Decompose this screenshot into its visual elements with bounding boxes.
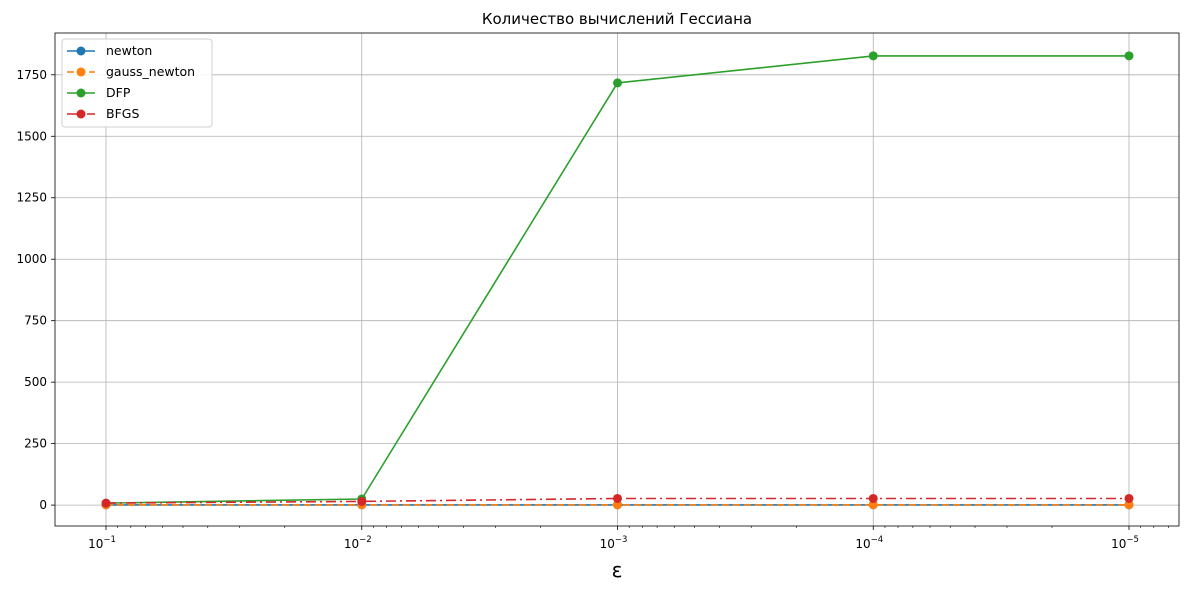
y-tick-label: 1250	[16, 191, 47, 205]
x-axis-label: ε	[612, 558, 623, 582]
data-point	[868, 51, 878, 61]
legend-label: DFP	[106, 85, 131, 100]
y-tick-label: 750	[24, 314, 47, 328]
legend-box	[61, 38, 213, 128]
y-tick-label: 1500	[16, 129, 47, 143]
y-tick-label: 1000	[16, 252, 47, 266]
plot-area-frame	[54, 32, 1180, 527]
data-point	[1124, 500, 1134, 510]
data-point	[1124, 51, 1134, 61]
legend-swatch-marker	[76, 88, 86, 98]
data-point	[357, 496, 367, 506]
legend-swatch-marker	[76, 109, 86, 119]
x-tick-label: 10−1	[88, 535, 116, 551]
series-lines	[101, 51, 1134, 510]
x-tick-label: 10−4	[855, 535, 883, 551]
x-tick-label: 10−5	[1111, 535, 1139, 551]
legend-label: BFGS	[106, 106, 139, 121]
data-point	[101, 498, 111, 508]
data-point	[613, 78, 622, 88]
data-point	[868, 493, 878, 503]
legend-label: gauss_newton	[106, 64, 195, 79]
grid	[55, 33, 1179, 526]
chart-title: Количество вычислений Гессиана	[482, 10, 752, 28]
x-tick-label: 10−2	[344, 535, 372, 551]
data-point	[868, 500, 878, 510]
axis-ticks: 10−1 10−2 10−3 10−4 10−5 0 250 500 750 1000 1250 15…	[16, 68, 1169, 551]
legend-swatch-marker	[76, 46, 86, 56]
data-point	[613, 493, 622, 503]
legend-swatch-marker	[76, 67, 86, 77]
data-point	[1124, 493, 1134, 503]
legend-label: newton	[106, 43, 152, 58]
y-tick-label: 0	[39, 498, 47, 512]
legend: newton gauss_newton DFP BFGS	[61, 38, 213, 128]
y-tick-label: 1750	[16, 68, 47, 82]
x-tick-label: 10−3	[600, 535, 628, 551]
y-tick-label: 500	[24, 375, 47, 389]
data-point	[613, 500, 622, 510]
y-tick-label: 250	[24, 437, 47, 451]
